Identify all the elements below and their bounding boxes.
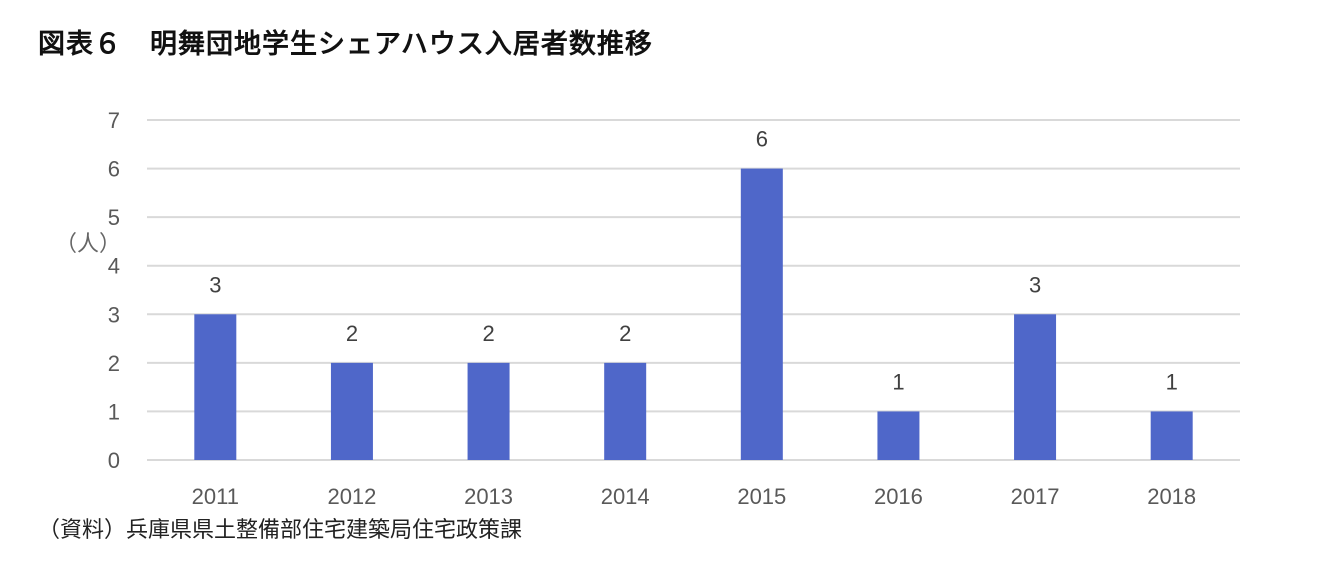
x-tick-label-2018: 2018 xyxy=(1147,484,1196,509)
data-label-2014: 2 xyxy=(619,321,631,346)
y-tick-label: 5 xyxy=(108,205,120,230)
y-tick-label: 2 xyxy=(108,351,120,376)
data-label-2016: 1 xyxy=(892,369,904,394)
bar-2015 xyxy=(740,168,783,461)
data-label-2012: 2 xyxy=(346,321,358,346)
data-label-2015: 6 xyxy=(756,127,768,152)
bar-2017 xyxy=(1014,314,1057,460)
y-tick-label: 1 xyxy=(108,399,120,424)
data-label-2018: 1 xyxy=(1166,369,1178,394)
x-axis-ticks: 2011 2012 2013 2014 2015 2016 2017 2018 xyxy=(192,484,1197,509)
bar-2011 xyxy=(194,314,237,460)
data-label-2017: 3 xyxy=(1029,272,1041,297)
x-tick-label-2017: 2017 xyxy=(1011,484,1060,509)
x-tick-label-2013: 2013 xyxy=(464,484,513,509)
source-note: （資料）兵庫県県土整備部住宅建築局住宅政策課 xyxy=(38,518,523,543)
y-axis-unit-label: （人） xyxy=(55,232,122,257)
bar-2013 xyxy=(467,362,510,460)
data-label-2011: 3 xyxy=(209,272,221,297)
y-axis-ticks: 0 1 2 3 4 5 6 7 xyxy=(108,108,120,473)
bar-2016 xyxy=(877,411,920,460)
x-tick-label-2016: 2016 xyxy=(874,484,923,509)
data-label-2013: 2 xyxy=(482,321,494,346)
y-tick-label: 4 xyxy=(108,254,120,279)
x-tick-label-2015: 2015 xyxy=(737,484,786,509)
x-tick-label-2011: 2011 xyxy=(192,484,239,509)
y-tick-label: 6 xyxy=(108,157,120,182)
y-tick-label: 3 xyxy=(108,302,120,327)
chart-title: 図表６ 明舞団地学生シェアハウス入居者数推移 xyxy=(38,29,653,60)
x-tick-label-2014: 2014 xyxy=(601,484,650,509)
bars xyxy=(194,168,1193,461)
bar-2018 xyxy=(1150,411,1193,460)
data-labels: 3 2 2 2 6 1 3 1 xyxy=(209,127,1178,395)
y-tick-label: 7 xyxy=(108,108,120,133)
gridlines xyxy=(147,119,1240,461)
bar-2014 xyxy=(604,362,647,460)
bar-2012 xyxy=(330,362,373,460)
y-tick-label: 0 xyxy=(108,448,120,473)
x-tick-label-2012: 2012 xyxy=(327,484,376,509)
